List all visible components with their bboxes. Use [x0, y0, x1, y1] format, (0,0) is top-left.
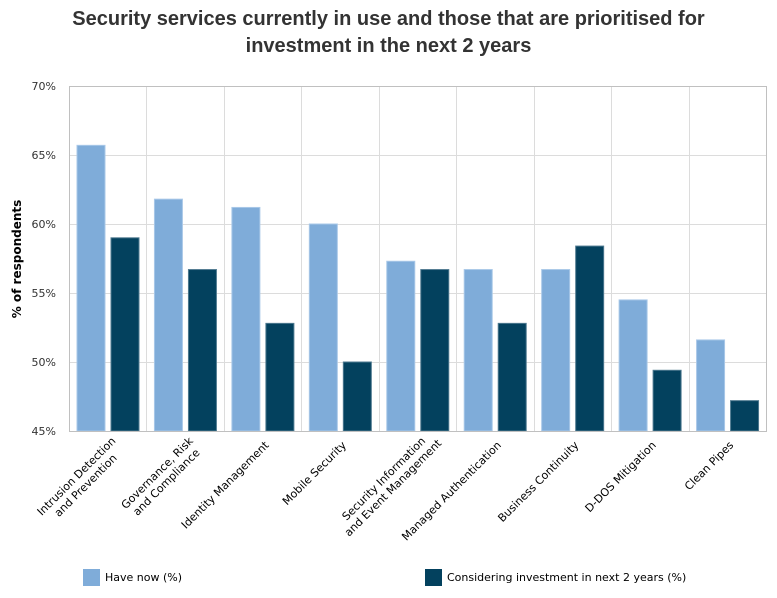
bar-considering: [575, 245, 605, 432]
bar-considering: [342, 361, 372, 432]
bar-considering: [187, 269, 217, 432]
y-tick-label: 70%: [32, 80, 56, 93]
bar-have-now: [308, 223, 338, 432]
bar-have-now: [231, 206, 261, 432]
plot-area-frame: [69, 86, 767, 432]
chart-title: Security services currently in use and t…: [0, 6, 777, 60]
x-tick-label-line: and Event Management: [342, 436, 445, 539]
x-tick-label-line: Business Continuity: [495, 438, 581, 524]
bar-have-now: [153, 198, 183, 432]
bar-considering: [497, 322, 527, 432]
bar-have-now: [463, 269, 493, 432]
x-tick-label: Business Continuity: [495, 438, 581, 524]
bar-considering: [265, 322, 295, 432]
bars: [76, 144, 760, 432]
x-tick-label-line: Security Information: [340, 434, 429, 523]
y-tick-label: 45%: [32, 425, 56, 438]
y-axis-label: % of respondents: [10, 200, 24, 319]
y-tick-label: 60%: [32, 218, 56, 231]
x-tick-label-line: Clean Pipes: [682, 439, 736, 493]
bar-considering: [110, 237, 140, 432]
y-tick-label: 55%: [32, 287, 56, 300]
bar-have-now: [541, 269, 571, 432]
bar-have-now: [618, 299, 648, 432]
chart-title-line-2: investment in the next 2 years: [245, 35, 532, 57]
x-tick-label: Clean Pipes: [682, 439, 736, 493]
x-tick-label: Mobile Security: [280, 438, 349, 507]
x-tick-label-line: Intrusion Detection: [35, 435, 119, 519]
y-axis-ticks: 45% 50% 55% 60% 65% 70%: [32, 80, 56, 438]
bar-considering: [652, 369, 682, 432]
x-tick-label-line: Mobile Security: [280, 438, 349, 507]
gridlines: [69, 86, 766, 432]
legend-item-considering: Considering investment in next 2 years (…: [425, 569, 686, 586]
bar-have-now: [386, 260, 416, 432]
legend-swatch-have-now: [83, 569, 100, 586]
bar-considering: [730, 400, 760, 432]
y-tick-label: 50%: [32, 356, 56, 369]
x-tick-label: D-DOS Mitigation: [583, 439, 659, 515]
chart-title-line-1: Security services currently in use and t…: [72, 8, 705, 30]
bar-have-now: [696, 339, 726, 432]
legend-item-have-now: Have now (%): [83, 569, 182, 586]
x-tick-label-line: D-DOS Mitigation: [583, 439, 659, 515]
bar-have-now: [76, 144, 106, 432]
legend-label-have-now: Have now (%): [105, 571, 183, 584]
bar-considering: [420, 269, 450, 432]
legend-swatch-considering: [425, 569, 442, 586]
legend-label-considering: Considering investment in next 2 years (…: [447, 571, 687, 584]
y-tick-label: 65%: [32, 149, 56, 162]
